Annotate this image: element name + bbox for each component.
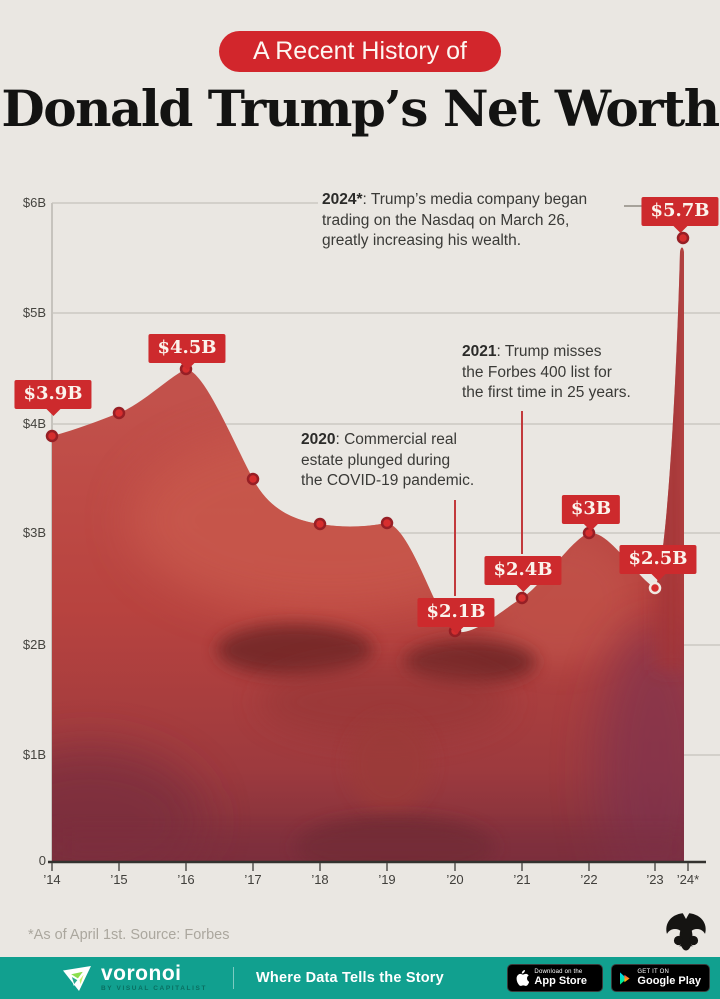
annotation-2021: 2021: Trump misses the Forbes 400 list f… [462,342,662,404]
x-tick-label: ’19 [378,872,396,887]
google-play-badge[interactable]: GET IT ON Google Play [611,964,710,992]
value-badge-2020: $2.1B [417,598,495,634]
app-store-line2: App Store [534,975,587,987]
badge-pointer [651,574,665,581]
y-tick-label: $2B [22,637,46,652]
x-tick-label: ’23 [646,872,664,887]
x-tick-label: ’18 [311,872,329,887]
kicker-pill: A Recent History of [219,31,501,72]
google-play-icon [620,971,631,985]
annotation-year: 2021 [462,343,497,360]
y-tick-label: $6B [22,195,46,210]
voronoi-logo-icon [63,965,91,991]
apple-icon [517,970,530,986]
google-play-line2: Google Play [637,975,701,987]
x-tick-label: ’15 [110,872,128,887]
voronoi-mark-icon [666,910,706,951]
x-tick-label: ’16 [177,872,195,887]
x-tick-label: ’17 [244,872,262,887]
x-tick-label: ’14 [43,872,61,887]
y-tick-label: $3B [22,525,46,540]
brand-bar: voronoi BY VISUAL CAPITALIST Where Data … [0,957,720,999]
value-badge-2016: $4.5B [148,334,226,370]
annotation-2020: 2020: Commercial real estate plunged dur… [301,430,501,492]
annotation-text: : Trump’s media company began trading on… [322,191,588,250]
annotation-year: 2020 [301,431,336,448]
x-tick-label: ’24* [676,872,700,887]
google-play-line1: GET IT ON [637,969,670,975]
y-tick-label: 0 [38,853,46,868]
x-tick-label: ’21 [513,872,531,887]
app-store-badge[interactable]: Download on the App Store [507,964,604,992]
badge-pointer [180,363,194,370]
annotation-text: : Commercial real estate plunged during … [301,431,475,490]
x-tick-label: ’22 [580,872,598,887]
y-tick-label: $5B [22,305,46,320]
badge-pointer [583,524,598,531]
value-badge-2024: $5.7B [641,197,719,233]
y-tick-label: $4B [22,416,46,431]
voronoi-wordmark: voronoi [101,962,182,986]
x-tick-label: ’20 [446,872,464,887]
badge-pointer [673,226,687,233]
badge-pointer [46,409,60,416]
value-badge-2022: $3B [561,495,621,531]
divider [233,967,235,989]
badge-pointer [516,585,530,592]
app-store-line1: Download on the [534,969,583,975]
brand-subtitle: BY VISUAL CAPITALIST [101,985,208,993]
badge-pointer [449,627,463,634]
source-note: *As of April 1st. Source: Forbes [28,927,230,943]
page-title: Donald Trump’s Net Worth [1,79,720,138]
brand-tagline: Where Data Tells the Story [256,970,444,986]
value-badge-2021: $2.4B [484,556,562,592]
value-badge-2014: $3.9B [14,380,92,416]
x-axis [48,860,706,871]
y-tick-label: $1B [22,747,46,762]
annotation-text: : Trump misses the Forbes 400 list for t… [462,343,631,402]
annotation-2024: 2024*: Trump’s media company began tradi… [322,190,622,252]
value-badge-2023: $2.5B [619,545,697,581]
annotation-year: 2024* [322,191,363,208]
